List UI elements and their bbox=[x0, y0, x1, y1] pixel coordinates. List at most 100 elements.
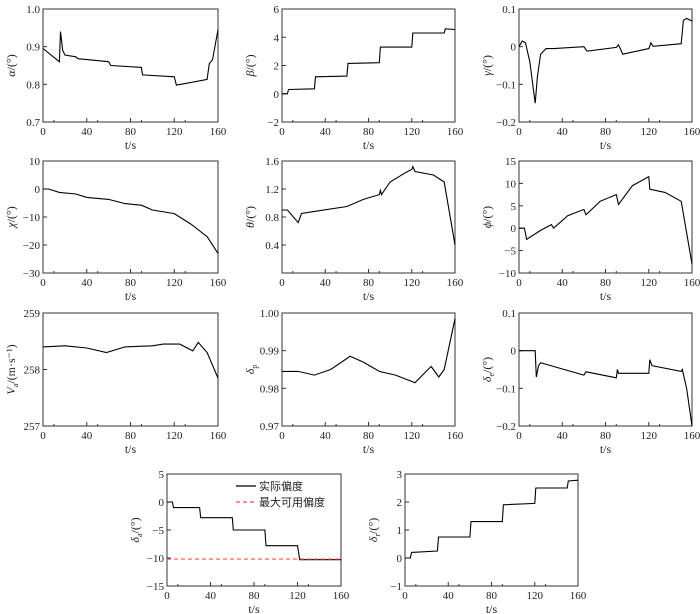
x-tick-label: 160 bbox=[447, 430, 464, 442]
y-tick-label: 0 bbox=[511, 42, 517, 54]
y-axis-label: χ/(°) bbox=[4, 206, 18, 228]
plot-frame bbox=[281, 312, 456, 427]
y-axis-label: Va/(m·s⁻¹) bbox=[4, 344, 20, 394]
x-tick-label: 40 bbox=[320, 126, 332, 138]
y-tick-label: 0.7 bbox=[26, 117, 40, 129]
y-label-unit: /(°) bbox=[480, 357, 494, 373]
panel-0: 0 40 80 120 160 0.7 0.8 0.9 1.0 t/s α/(°) bbox=[4, 4, 227, 152]
y-label-symbol: χ bbox=[4, 222, 18, 229]
x-tick-label: 120 bbox=[166, 126, 183, 138]
x-tick-label: 80 bbox=[363, 277, 375, 289]
x-tick-label: 0 bbox=[40, 430, 46, 442]
y-label-symbol: α bbox=[4, 70, 18, 77]
x-axis-label: t/s bbox=[125, 138, 137, 152]
x-tick-label: 0 bbox=[279, 277, 285, 289]
x-tick-label: 80 bbox=[363, 430, 375, 442]
x-tick-label: 40 bbox=[443, 590, 455, 602]
y-axis-label: δp bbox=[243, 365, 259, 375]
x-tick-label: 120 bbox=[289, 590, 306, 602]
y-tick-label: 1 bbox=[397, 525, 403, 537]
x-tick-label: 160 bbox=[447, 126, 464, 138]
panel-3: 0 40 80 120 160 −30 −20 −10 0 10 t/s χ/(°) bbox=[4, 156, 227, 303]
y-tick-label: 0.4 bbox=[265, 240, 279, 252]
panel-4: 0 40 80 120 160 0.4 0.8 1.2 1.6 t/s θ/(°) bbox=[243, 156, 464, 303]
y-label-unit: /(°) bbox=[480, 55, 494, 71]
y-label-unit: /(°) bbox=[480, 206, 494, 222]
y-axis-label: γ/(°) bbox=[480, 55, 494, 76]
plot-frame bbox=[42, 8, 219, 123]
x-tick-label: 160 bbox=[684, 277, 700, 289]
y-label-unit: /(°) bbox=[243, 54, 257, 70]
x-tick-label: 0 bbox=[40, 277, 46, 289]
x-tick-label: 80 bbox=[363, 126, 375, 138]
plot-frame bbox=[518, 8, 693, 123]
y-tick-label: 0 bbox=[511, 223, 517, 235]
y-label-symbol: β bbox=[243, 71, 257, 78]
y-axis-label: δe/(°) bbox=[480, 357, 496, 382]
y-label-symbol: δ bbox=[128, 537, 142, 543]
x-tick-label: 120 bbox=[641, 277, 658, 289]
panel-2: 0 40 80 120 160 −0.2 −0.1 0 0.1 t/s γ/(°) bbox=[480, 4, 700, 152]
series-line-0 bbox=[282, 165, 456, 246]
x-tick-label: 40 bbox=[81, 277, 93, 289]
panel-6: 0 40 80 120 160 257 258 259 t/s Va/(m·s⁻¹) bbox=[4, 308, 227, 456]
y-tick-label: 3 bbox=[397, 469, 403, 481]
y-tick-label: 10 bbox=[505, 178, 517, 190]
plot-frame bbox=[42, 160, 219, 274]
y-tick-label: 0 bbox=[397, 553, 403, 565]
x-tick-label: 160 bbox=[210, 430, 227, 442]
x-axis-label: t/s bbox=[125, 442, 137, 456]
y-tick-label: 0 bbox=[511, 346, 517, 358]
x-tick-label: 120 bbox=[166, 430, 183, 442]
y-tick-label: −2 bbox=[267, 117, 279, 129]
y-tick-label: 0.1 bbox=[502, 4, 516, 16]
y-tick-label: 1.0 bbox=[26, 4, 40, 16]
y-label-unit: /(°) bbox=[4, 54, 18, 70]
x-tick-label: 40 bbox=[81, 126, 93, 138]
series-line-0 bbox=[519, 175, 693, 265]
x-tick-label: 160 bbox=[684, 126, 700, 138]
y-axis-label: β/(°) bbox=[243, 54, 257, 77]
series-line-0 bbox=[42, 29, 219, 86]
y-tick-label: 0.99 bbox=[260, 346, 280, 358]
x-tick-label: 40 bbox=[320, 277, 332, 289]
y-axis-label: δr/(°) bbox=[366, 518, 382, 542]
y-tick-label: 1.2 bbox=[265, 184, 279, 196]
plot-frame bbox=[281, 8, 456, 123]
y-label-subscript: r bbox=[373, 534, 382, 537]
y-label-unit: /(°) bbox=[366, 518, 380, 534]
legend-label: 最大可用偏度 bbox=[259, 495, 325, 509]
x-tick-label: 80 bbox=[125, 430, 137, 442]
x-tick-label: 40 bbox=[81, 430, 93, 442]
y-label-subscript: a bbox=[11, 383, 20, 387]
y-tick-label: 5 bbox=[159, 469, 165, 481]
y-tick-label: 1.00 bbox=[260, 308, 280, 320]
y-tick-label: 0.8 bbox=[265, 212, 279, 224]
x-tick-label: 80 bbox=[600, 430, 612, 442]
x-axis-label: t/s bbox=[486, 602, 498, 614]
y-tick-label: −0.2 bbox=[496, 421, 516, 433]
plot-frame bbox=[518, 312, 693, 427]
y-tick-label: 1.6 bbox=[265, 156, 279, 168]
y-tick-label: 4 bbox=[274, 32, 280, 44]
y-label-symbol: θ bbox=[243, 222, 257, 228]
series-line-0 bbox=[42, 341, 219, 379]
y-label-unit: /(°) bbox=[128, 517, 142, 533]
x-tick-label: 120 bbox=[404, 430, 421, 442]
y-tick-label: 0.97 bbox=[260, 421, 280, 433]
y-tick-label: 6 bbox=[274, 4, 280, 16]
y-tick-label: −5 bbox=[504, 246, 516, 258]
x-tick-label: 0 bbox=[279, 430, 285, 442]
x-tick-label: 120 bbox=[166, 277, 183, 289]
y-axis-label: θ/(°) bbox=[243, 206, 257, 228]
y-tick-label: 10 bbox=[29, 156, 41, 168]
series-line-0 bbox=[519, 350, 693, 427]
y-tick-label: −0.2 bbox=[496, 117, 516, 129]
series-line-0 bbox=[282, 318, 456, 384]
x-tick-label: 80 bbox=[125, 277, 137, 289]
y-tick-label: 257 bbox=[24, 421, 41, 433]
y-tick-label: −1 bbox=[390, 581, 402, 593]
x-tick-label: 40 bbox=[557, 277, 569, 289]
y-label-symbol: δ bbox=[480, 376, 494, 382]
